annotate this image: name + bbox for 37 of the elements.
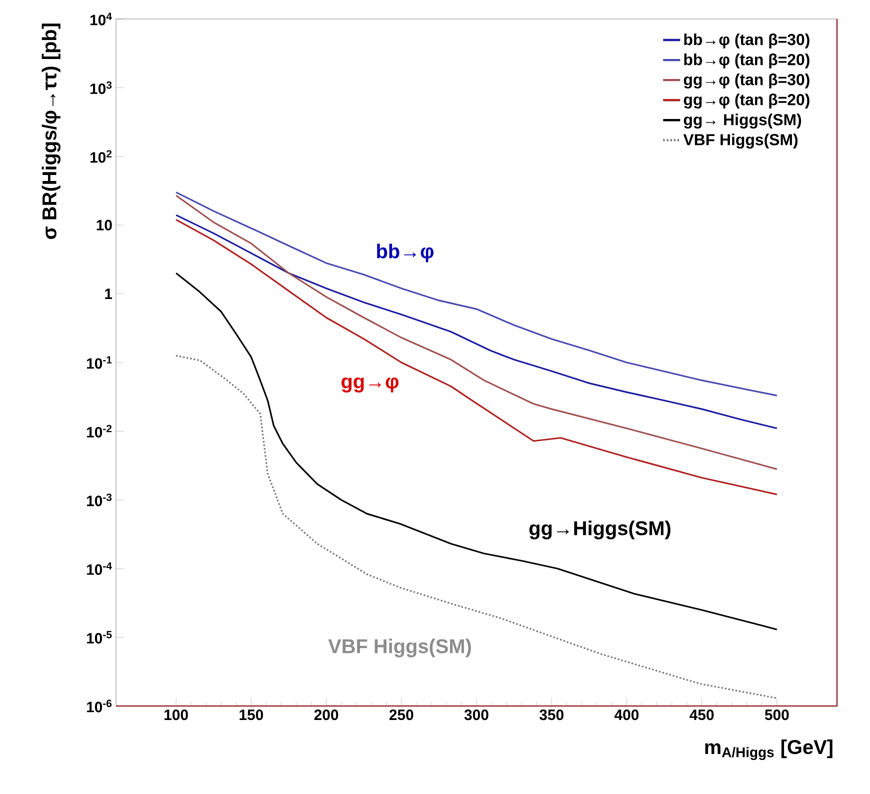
y-tick-label: 10$^{2}$	[90, 150, 112, 163]
x-tick-label: 250	[389, 710, 414, 720]
y-tick-label: 10$^{4}$	[90, 12, 112, 26]
line-series	[175, 194, 778, 470]
x-tick-label: 150	[240, 710, 264, 720]
y-tick-label: 10$^{-1}$	[86, 356, 112, 369]
line-series	[175, 218, 778, 496]
legend-label: bb→φ (tan β=30)	[684, 33, 810, 48]
x-axis-title: m$_{A/Higgs}$ [GeV]	[705, 740, 832, 760]
y-tick-label: 1	[105, 288, 112, 299]
legend-label: gg→ Higgs(SM)	[684, 114, 802, 129]
y-tick-label: 10$^{3}$	[90, 81, 112, 94]
y-axis-title: σ BR(Higgs/φ→ττ) [pb]	[42, 24, 60, 239]
y-tick-label: 10$^{-3}$	[86, 494, 112, 506]
x-tick-label: 450	[690, 710, 714, 720]
line-series	[175, 272, 778, 630]
x-tick-label: 300	[464, 710, 488, 720]
annotation: gg→φ	[342, 378, 398, 392]
x-tick-label: 400	[614, 710, 639, 720]
x-tick-label: 350	[539, 710, 564, 720]
x-tick-label: 100	[164, 710, 188, 720]
legend-label: gg→φ (tan β=20)	[684, 94, 810, 109]
y-tick-label: 10$^{-4}$	[86, 562, 112, 575]
y-tick-label: 10$^{-2}$	[86, 424, 112, 438]
annotation: VBF Higgs(SM)	[328, 638, 471, 658]
legend-label: VBF Higgs(SM)	[683, 134, 798, 149]
annotation: gg→Higgs(SM)	[529, 520, 670, 540]
line-series	[175, 192, 778, 396]
legend-label: bb→φ (tan β=20)	[684, 54, 810, 68]
annotation: bb→φ	[377, 244, 434, 262]
line-series	[175, 214, 778, 430]
legend-label: gg→φ (tan β=30)	[684, 74, 810, 88]
y-tick-label: 10$^{-6}$	[86, 700, 112, 712]
y-tick-label: 10	[96, 220, 112, 230]
x-tick-label: 500	[764, 710, 789, 720]
x-tick-label: 200	[314, 710, 338, 720]
y-tick-label: 10$^{-5}$	[86, 631, 112, 644]
